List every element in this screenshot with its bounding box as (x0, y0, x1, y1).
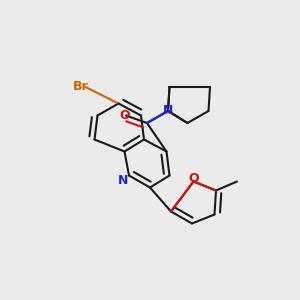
Text: Br: Br (73, 80, 89, 94)
Text: O: O (188, 172, 199, 185)
Text: N: N (118, 174, 128, 188)
Text: O: O (119, 109, 130, 122)
Text: N: N (163, 104, 173, 118)
